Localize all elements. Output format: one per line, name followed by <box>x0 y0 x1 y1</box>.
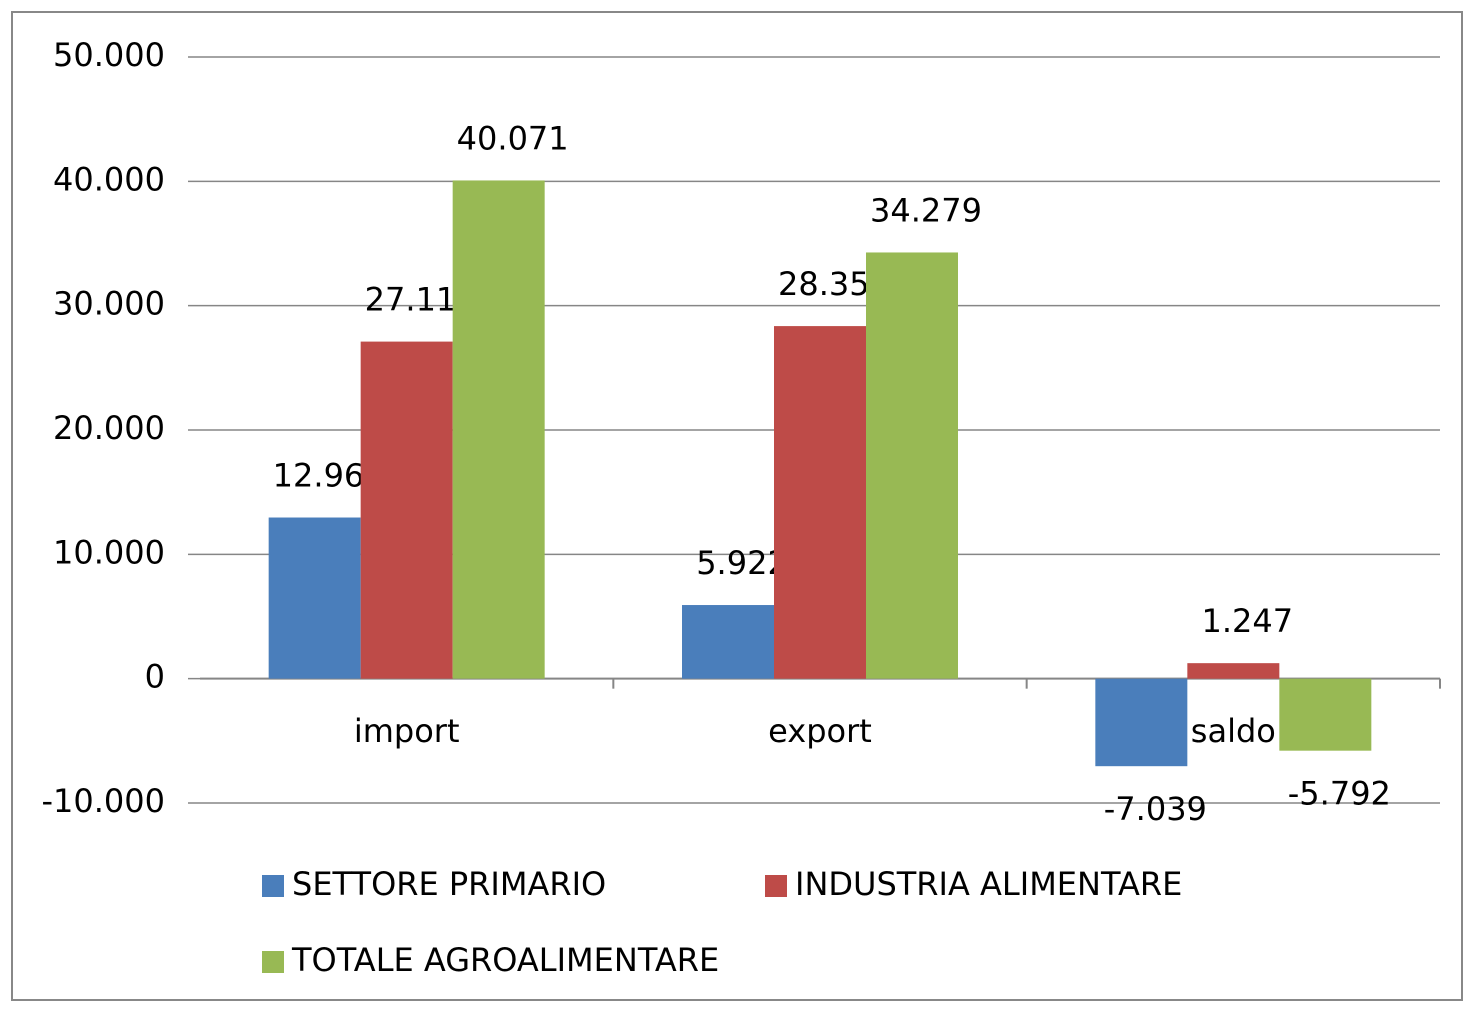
legend-label: SETTORE PRIMARIO <box>292 865 606 903</box>
data-label: 5.922 <box>696 544 788 582</box>
data-label: -7.039 <box>1104 790 1207 828</box>
chart-frame <box>11 11 1463 1001</box>
x-tick-label: export <box>768 712 872 750</box>
bar <box>452 180 545 679</box>
legend-label: INDUSTRIA ALIMENTARE <box>795 865 1182 903</box>
x-tick-label: saldo <box>1191 712 1276 750</box>
y-tick-label: 30.000 <box>53 285 165 323</box>
bar <box>360 341 453 679</box>
y-tick-label: 0 <box>145 658 165 696</box>
data-label: 34.279 <box>870 191 982 229</box>
legend-swatch <box>262 875 284 897</box>
legend-label: TOTALE AGROALIMENTARE <box>291 941 719 979</box>
bar <box>1095 678 1188 767</box>
y-tick-label: 10.000 <box>53 533 165 571</box>
y-tick-label: 40.000 <box>53 160 165 198</box>
bar <box>866 252 958 679</box>
bar <box>774 326 866 679</box>
data-label: -5.792 <box>1288 775 1391 813</box>
bar <box>1187 663 1280 679</box>
bar <box>682 605 774 679</box>
bar <box>1279 678 1372 751</box>
data-label: 40.071 <box>457 119 569 157</box>
bar <box>268 517 361 679</box>
legend-swatch <box>262 951 284 973</box>
x-tick-label: import <box>354 712 460 750</box>
y-tick-label: -10.000 <box>41 782 165 820</box>
y-tick-label: 20.000 <box>53 409 165 447</box>
data-label: 1.247 <box>1202 602 1294 640</box>
y-tick-label: 50.000 <box>53 36 165 74</box>
legend-swatch <box>765 875 787 897</box>
